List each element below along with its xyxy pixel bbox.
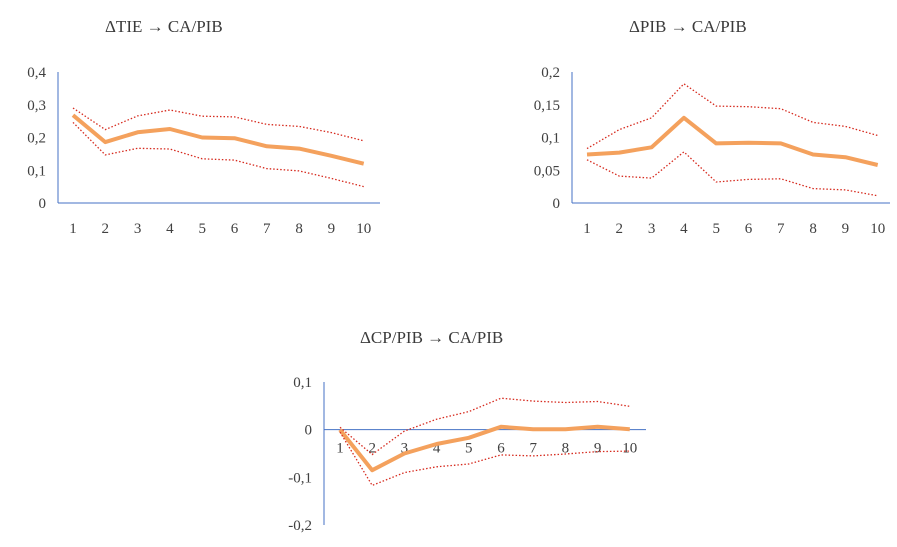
x-tick-label-tie: 3 xyxy=(134,221,142,237)
irf-line-pib xyxy=(586,115,879,167)
x-tick-label-cp: 9 xyxy=(594,441,602,457)
chart-svg-cp: -0,2 -0,1 0 0,1 1 2 3 4 5 6 7 8 9 10 xyxy=(288,375,646,534)
x-tick-label-pib: 7 xyxy=(777,221,785,237)
chart-svg-pib: 0 0,05 0,1 0,15 0,2 1 2 3 4 5 6 7 8 9 10 xyxy=(534,65,890,237)
x-tick-label-tie: 10 xyxy=(356,221,371,237)
y-tick-label-cp: 0,1 xyxy=(293,375,312,391)
y-tick-label-tie: 0,1 xyxy=(27,163,46,179)
chart-panel-tie: ΔTIE → CA/PIB 0 0,1 0,2 0,3 0,4 1 2 3 4 5 6 7 8 9 10 xyxy=(0,0,440,260)
y-tick-label-pib: 0,15 xyxy=(534,98,560,114)
y-tick-label-cp: -0,1 xyxy=(288,470,312,486)
confidence-band-upper-tie xyxy=(72,107,364,142)
x-tick-label-tie: 8 xyxy=(295,221,303,237)
x-tick-label-cp: 1 xyxy=(336,441,344,457)
x-tick-label-pib: 10 xyxy=(870,221,885,237)
y-tick-label-pib: 0,2 xyxy=(541,65,560,81)
y-tick-label-pib: 0 xyxy=(553,196,561,212)
x-tick-label-tie: 6 xyxy=(231,221,239,237)
y-tick-label-tie: 0,4 xyxy=(27,65,46,81)
x-tick-label-tie: 2 xyxy=(102,221,110,237)
confidence-band-lower-tie xyxy=(72,121,364,188)
y-tick-label-tie: 0,3 xyxy=(27,98,46,114)
x-tick-label-cp: 3 xyxy=(401,441,409,457)
x-tick-label-pib: 4 xyxy=(680,221,688,237)
x-tick-label-tie: 7 xyxy=(263,221,271,237)
chart-title-tie: ΔTIE → CA/PIB xyxy=(105,17,223,36)
x-tick-label-pib: 8 xyxy=(809,221,817,237)
x-tick-label-cp: 4 xyxy=(433,441,441,457)
x-tick-label-tie: 5 xyxy=(198,221,206,237)
x-tick-label-cp: 5 xyxy=(465,441,473,457)
x-tick-label-cp: 2 xyxy=(368,441,376,457)
x-tick-label-pib: 3 xyxy=(648,221,656,237)
x-tick-label-tie: 1 xyxy=(69,221,77,237)
y-tick-label-tie: 0 xyxy=(39,196,47,212)
x-tick-label-cp: 10 xyxy=(622,441,637,457)
x-tick-label-pib: 6 xyxy=(745,221,753,237)
irf-line-cp xyxy=(338,424,630,473)
x-tick-label-cp: 8 xyxy=(562,441,570,457)
y-tick-label-pib: 0,1 xyxy=(541,131,560,147)
x-tick-label-cp: 6 xyxy=(497,441,505,457)
y-tick-label-pib: 0,05 xyxy=(534,163,560,179)
confidence-band-lower-pib xyxy=(586,151,878,197)
x-tick-label-pib: 9 xyxy=(842,221,850,237)
chart-panel-cp: ΔCP/PIB → CA/PIB -0,2 -0,1 0 0,1 1 2 3 4 5 6 7 8 9 10 xyxy=(250,310,670,547)
x-tick-label-pib: 2 xyxy=(616,221,624,237)
y-tick-label-cp: -0,2 xyxy=(288,518,312,534)
x-tick-label-tie: 9 xyxy=(328,221,336,237)
x-tick-label-cp: 7 xyxy=(529,441,537,457)
chart-title-pib: ΔPIB → CA/PIB xyxy=(629,17,747,36)
x-tick-label-pib: 5 xyxy=(712,221,720,237)
chart-title-cp: ΔCP/PIB → CA/PIB xyxy=(360,328,504,347)
y-tick-label-tie: 0,2 xyxy=(27,131,46,147)
chart-svg-tie: 0 0,1 0,2 0,3 0,4 1 2 3 4 5 6 7 8 9 10 xyxy=(27,65,380,237)
chart-panel-pib: ΔPIB → CA/PIB 0 0,05 0,1 0,15 0,2 1 2 3 4 5 6 7 8 9 10 xyxy=(450,0,897,260)
y-tick-label-cp: 0 xyxy=(305,423,313,439)
confidence-band-lower-cp xyxy=(339,431,630,487)
irf-line-tie xyxy=(71,113,365,166)
confidence-band-upper-pib xyxy=(586,82,878,150)
x-tick-label-pib: 1 xyxy=(583,221,591,237)
x-tick-label-tie: 4 xyxy=(166,221,174,237)
